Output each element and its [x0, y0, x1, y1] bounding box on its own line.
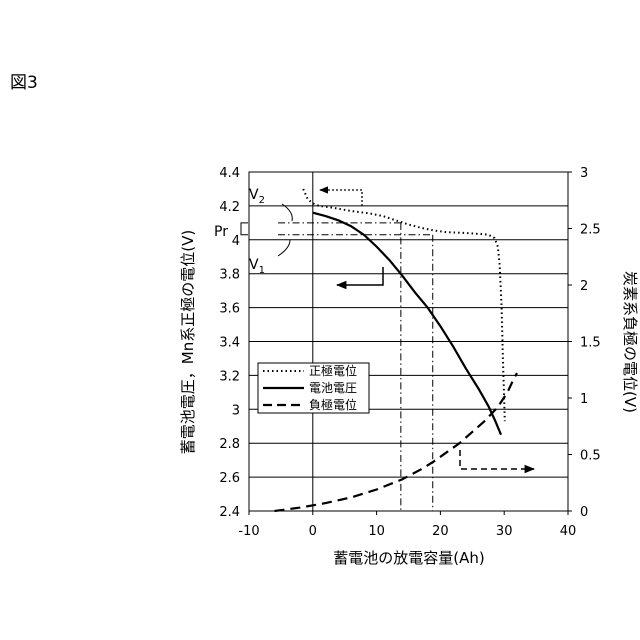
annotation-v1-sub: 1 [259, 265, 265, 276]
annotation-v2-sub: 2 [259, 195, 265, 206]
arrow-cathode-to-left-axis [320, 190, 362, 206]
y-left-tick-label: 3.2 [219, 369, 240, 384]
leader-v2 [282, 204, 292, 221]
legend-label-anode: 負極電位 [309, 397, 357, 412]
x-axis-title: 蓄電池の放電容量(Ah) [333, 549, 484, 567]
y-axis-right-title: 炭素系負極の電位(V) [621, 271, 639, 413]
y-left-tick-label: 2.8 [219, 437, 240, 452]
arrow-voltage-to-left-axis [337, 267, 383, 285]
y-right-tick-label: 1 [580, 392, 588, 407]
x-tick-label: -10 [238, 524, 259, 539]
y-axis-left-title: 蓄電池電圧，Mn系正極の電位(V) [179, 230, 197, 454]
y-right-tick-label: 3 [580, 166, 588, 181]
x-tick-label: 10 [368, 524, 385, 539]
leader-v1 [278, 240, 290, 256]
y-left-tick-label: 2.6 [219, 471, 240, 486]
pr-bracket [241, 223, 248, 235]
annotation-v2-label: V [249, 187, 259, 203]
annotation-v1-label: V [249, 257, 259, 273]
y-left-tick-label: 3.6 [219, 302, 240, 317]
arrow-anode-to-right-axis [460, 450, 534, 469]
y-left-tick-label: 3.8 [219, 268, 240, 283]
series-layer [275, 189, 518, 511]
x-tick-label: 30 [496, 524, 513, 539]
y-right-tick-label: 2.5 [580, 223, 601, 238]
y-right-tick-label: 2 [580, 279, 588, 294]
annotation-v2: V2 [249, 187, 265, 206]
y-left-tick-label: 4.2 [219, 200, 240, 215]
y-right-tick-label: 0 [580, 505, 588, 520]
x-tick-label: 40 [560, 524, 577, 539]
y-left-tick-label: 2.4 [219, 505, 240, 520]
y-right-tick-label: 0.5 [580, 449, 601, 464]
y-left-tick-label: 4 [232, 234, 240, 249]
y-left-tick-label: 3 [232, 403, 240, 418]
y-right-tick-label: 1.5 [580, 336, 601, 351]
legend: 正極電位 電池電圧 負極電位 [258, 363, 369, 413]
y-left-tick-label: 4.4 [219, 166, 240, 181]
x-tick-label: 0 [309, 524, 317, 539]
annotation-v1: V1 [249, 257, 265, 276]
legend-label-cathode: 正極電位 [309, 363, 357, 378]
y-left-tick-label: 3.4 [219, 336, 240, 351]
legend-label-voltage: 電池電圧 [309, 381, 357, 395]
axis-layer: 2.4 2.6 2.8 3 3.2 3.4 3.6 3.8 4 4.2 4.4 0 0.5 1 1.5 2 2.… [219, 166, 600, 539]
annotation-pr: Pr [214, 224, 228, 240]
x-tick-label: 20 [432, 524, 449, 539]
annotation-layer [241, 190, 534, 469]
